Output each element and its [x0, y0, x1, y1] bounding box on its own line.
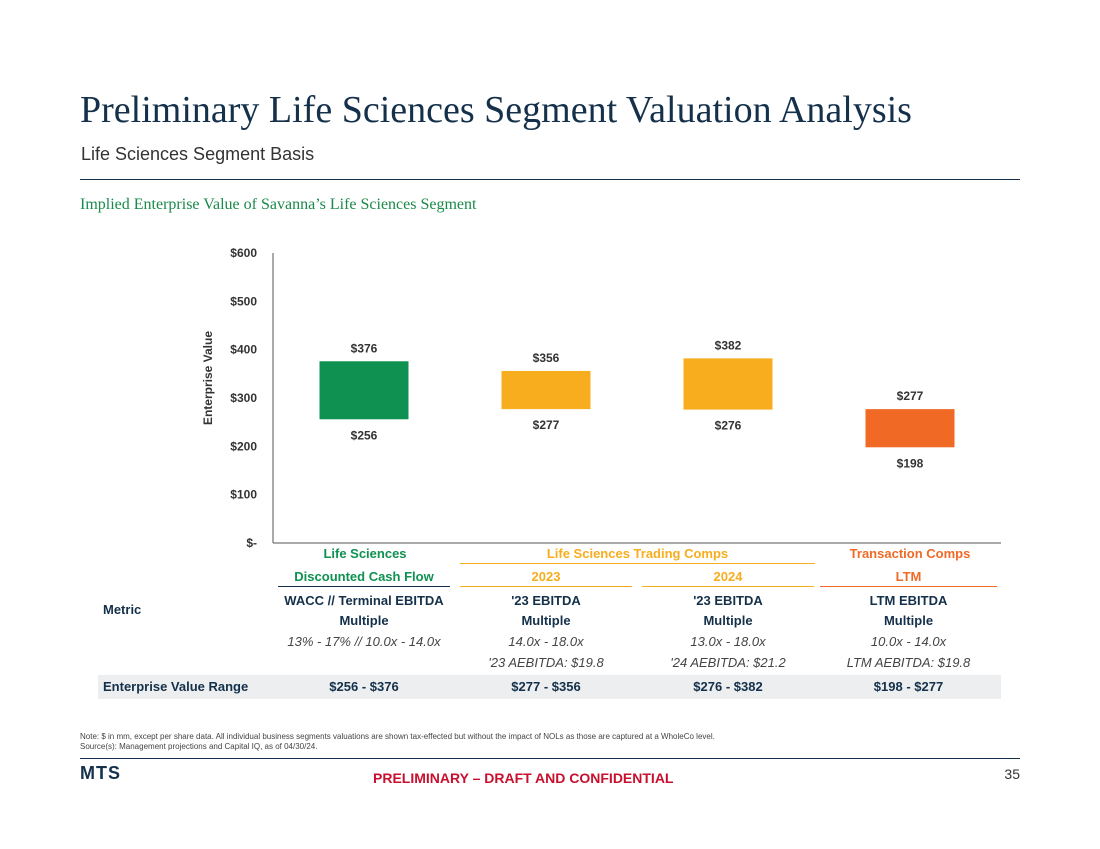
valuation-chart: $- $100 $200 $300 $400 $500 $600 Enterprise Val…: [201, 246, 1001, 550]
metric-title-dcf: WACC // Terminal EBITDA: [284, 593, 444, 608]
sub-underline-2023: [460, 586, 632, 587]
group-header-trading: Life Sciences Trading Comps: [546, 546, 729, 561]
sub-header-ltm: LTM: [895, 569, 922, 584]
page-subtitle: Life Sciences Segment Basis: [81, 144, 315, 164]
low-value-label: $198: [897, 456, 924, 470]
metric-title-2023: '23 EBITDA: [511, 593, 581, 608]
metric-range-dcf: 13% - 17% // 10.0x - 14.0x: [287, 634, 441, 649]
sub-header-dcf: Discounted Cash Flow: [294, 569, 434, 584]
metric-range-2024: 13.0x - 18.0x: [690, 634, 766, 649]
range-bar: [319, 361, 409, 420]
metric-subtitle-2023: Multiple: [521, 613, 571, 628]
y-axis-title: Enterprise Value: [201, 331, 215, 425]
high-value-label: $356: [533, 351, 560, 365]
section-heading: Implied Enterprise Value of Savanna’s Li…: [80, 196, 477, 213]
high-value-label: $376: [351, 341, 378, 355]
range-bar: [865, 409, 955, 448]
ev-range-dcf: $256 - $376: [329, 679, 399, 694]
y-tick-label: $-: [246, 536, 257, 550]
footnote-note: Note: $ in mm, except per share data. Al…: [80, 732, 715, 741]
ev-range-2023: $277 - $356: [511, 679, 581, 694]
group-header-dcf: Life Sciences: [323, 546, 407, 561]
page-title: Preliminary Life Sciences Segment Valuat…: [80, 89, 912, 131]
ev-range-2024: $276 - $382: [693, 679, 763, 694]
aebitda-2023: '23 AEBITDA: $19.8: [488, 655, 604, 670]
ev-range-label: Enterprise Value Range: [103, 679, 249, 694]
group-header-transaction: Transaction Comps: [849, 546, 971, 561]
y-tick-label: $600: [230, 246, 257, 260]
metric-range-2023: 14.0x - 18.0x: [508, 634, 584, 649]
high-value-label: $277: [897, 389, 924, 403]
header-divider: [80, 179, 1020, 180]
y-tick-label: $400: [230, 343, 257, 357]
footnote-source: Source(s): Management projections and Ca…: [80, 742, 318, 751]
sub-header-2023: 2023: [531, 569, 561, 584]
y-tick-label: $100: [230, 488, 257, 502]
aebitda-2024: '24 AEBITDA: $21.2: [670, 655, 786, 670]
group-underline-trading: [460, 563, 815, 564]
ev-range-ltm: $198 - $277: [873, 679, 944, 694]
range-bar: [683, 358, 773, 410]
company-logo: MTS: [80, 763, 121, 783]
sub-header-2024: 2024: [713, 569, 743, 584]
metric-title-2024: '23 EBITDA: [693, 593, 763, 608]
metric-subtitle-dcf: Multiple: [339, 613, 389, 628]
y-tick-label: $500: [230, 294, 257, 308]
metric-subtitle-ltm: Multiple: [883, 613, 934, 628]
aebitda-ltm: LTM AEBITDA: $19.8: [846, 655, 971, 670]
page-number: 35: [1004, 766, 1020, 782]
ev-range-row: [98, 675, 1001, 699]
high-value-label: $382: [715, 338, 742, 352]
metric-title-ltm: LTM EBITDA: [869, 593, 948, 608]
sub-underline-2024: [642, 586, 814, 587]
metric-label: Metric: [103, 602, 142, 617]
low-value-label: $277: [533, 418, 560, 432]
sub-underline-dcf: [278, 586, 450, 587]
metric-subtitle-2024: Multiple: [703, 613, 753, 628]
low-value-label: $276: [715, 419, 742, 433]
low-value-label: $256: [351, 428, 378, 442]
sub-underline-ltm: [820, 586, 997, 587]
range-bar: [501, 370, 591, 410]
footnote: Note: $ in mm, except per share data. Al…: [80, 732, 715, 752]
metric-range-ltm: 10.0x - 14.0x: [870, 634, 947, 649]
confidential-label: PRELIMINARY – DRAFT AND CONFIDENTIAL: [373, 770, 674, 786]
y-tick-label: $200: [230, 439, 257, 453]
y-tick-label: $300: [230, 391, 257, 405]
footer-divider: [80, 758, 1020, 759]
